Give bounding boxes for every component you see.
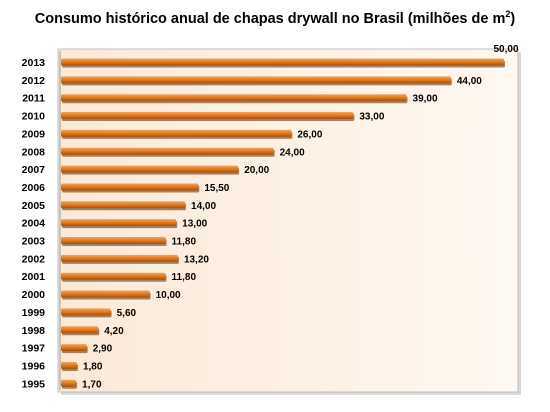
y-tick-label: 2013 (22, 57, 46, 69)
bar-1996 (61, 361, 77, 369)
bar-2004 (61, 219, 177, 227)
plot-area (57, 48, 521, 395)
data-label: 5,60 (117, 308, 137, 319)
data-label: 1,70 (82, 379, 102, 390)
data-label: 26,00 (297, 129, 322, 140)
y-tick-label: 2009 (22, 128, 46, 140)
bar-2008 (61, 147, 274, 155)
data-labels: 50,00 44,00 39,00 33,00 26,00 24,00 20,00 15,50… (82, 44, 519, 390)
bar-2005 (61, 201, 186, 209)
y-tick-label: 2006 (22, 182, 46, 194)
bar-2007 (61, 165, 239, 173)
data-label: 1,80 (83, 361, 103, 372)
y-axis-labels: 2013 2012 2011 2010 2009 2008 2007 2006 2005 2004… (22, 57, 46, 390)
y-tick-label: 1999 (22, 307, 46, 319)
y-tick-label: 2008 (22, 146, 46, 158)
bar-2001 (61, 272, 166, 280)
bars-group (61, 58, 505, 389)
bar-2013 (61, 58, 504, 66)
bar-2009 (61, 129, 292, 137)
bar-2010 (61, 112, 354, 120)
data-label: 11,80 (172, 237, 197, 248)
data-label: 15,50 (204, 183, 229, 194)
y-tick-label: 2002 (22, 253, 46, 265)
y-tick-label: 1997 (22, 343, 46, 355)
bar-2000 (61, 290, 150, 298)
y-tick-label: 1995 (22, 378, 46, 390)
bar-2011 (61, 94, 407, 102)
y-tick-label: 1996 (22, 360, 46, 372)
data-label: 10,00 (156, 290, 181, 301)
bar-1995 (61, 379, 77, 387)
bar-1999 (61, 308, 111, 316)
data-label: 13,20 (184, 254, 209, 265)
data-label: 24,00 (280, 147, 305, 158)
bar-2002 (61, 254, 178, 262)
bar-2012 (61, 76, 451, 84)
bar-1998 (61, 326, 99, 334)
data-label: 2,90 (93, 344, 113, 355)
bar-1997 (61, 344, 87, 352)
y-tick-label: 1998 (22, 325, 46, 337)
y-tick-label: 2003 (22, 236, 46, 248)
y-tick-label: 2000 (22, 289, 46, 301)
data-label: 33,00 (359, 112, 384, 123)
data-label: 4,20 (104, 326, 124, 337)
y-tick-label: 2007 (22, 164, 46, 176)
data-label: 14,00 (191, 201, 216, 212)
data-label: 11,80 (172, 272, 197, 283)
y-tick-label: 2001 (22, 271, 46, 283)
data-label: 13,00 (182, 219, 207, 230)
y-tick-label: 2005 (22, 200, 46, 212)
y-tick-label: 2004 (22, 218, 46, 230)
chart-title: Consumo histórico anual de chapas drywal… (34, 9, 516, 27)
data-label: 20,00 (244, 165, 269, 176)
bar-2006 (61, 183, 199, 191)
y-tick-label: 2011 (22, 93, 45, 105)
data-label: 50,00 (493, 44, 518, 55)
y-tick-label: 2012 (22, 75, 46, 87)
y-tick-label: 2010 (22, 111, 46, 123)
data-label: 44,00 (457, 76, 482, 87)
bar-2003 (61, 237, 166, 244)
data-label: 39,00 (413, 94, 438, 105)
